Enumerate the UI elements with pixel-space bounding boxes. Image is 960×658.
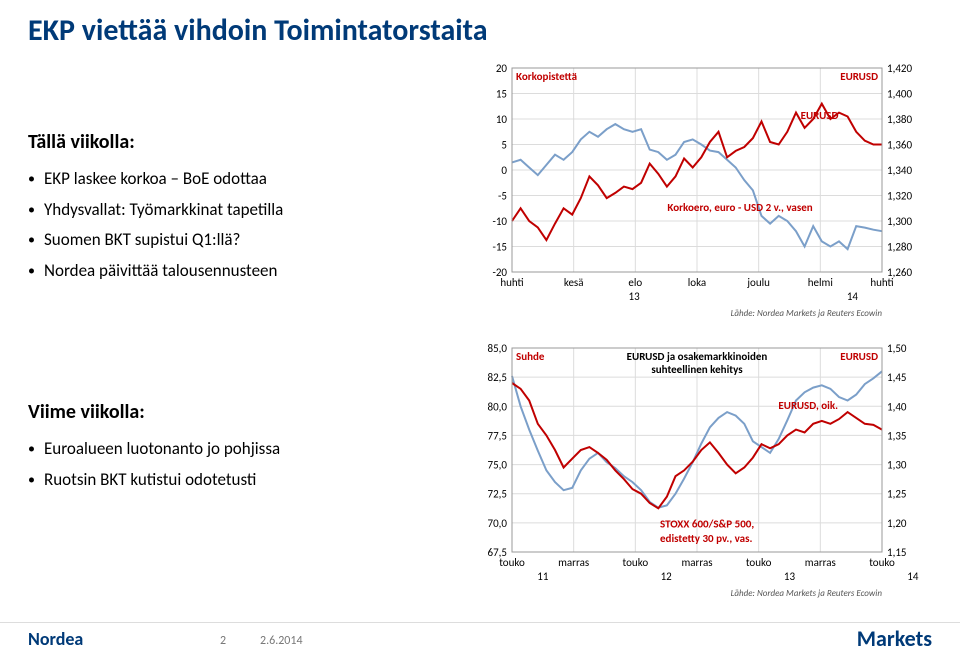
svg-text:Korkopistettä: Korkopistettä xyxy=(516,70,577,83)
svg-text:edistetty 30 pv., vas.: edistetty 30 pv., vas. xyxy=(660,532,752,545)
list-item: Euroalueen luotonanto jo pohjissa xyxy=(28,434,428,465)
footer-date: 2.6.2014 xyxy=(260,634,303,648)
section-this-week: Tällä viikolla: EKP laskee korkoa – BoE … xyxy=(28,130,428,286)
svg-text:77,5: 77,5 xyxy=(488,429,507,442)
svg-text:huhti: huhti xyxy=(500,276,523,289)
svg-text:loka: loka xyxy=(688,276,706,289)
svg-text:15: 15 xyxy=(496,88,507,101)
svg-text:1,45: 1,45 xyxy=(887,371,906,384)
svg-text:5: 5 xyxy=(501,139,507,152)
svg-text:0: 0 xyxy=(501,164,507,177)
section1-list: EKP laskee korkoa – BoE odottaa Yhdysval… xyxy=(28,164,428,286)
svg-text:-10: -10 xyxy=(492,215,507,228)
svg-text:EURUSD ja osakemarkkinoiden: EURUSD ja osakemarkkinoiden xyxy=(627,350,768,363)
nordea-logo: Nordea xyxy=(28,628,83,650)
chart-rates-eurusd: -201,260-151,280-101,300-51,32001,34051,… xyxy=(470,60,930,320)
svg-text:82,5: 82,5 xyxy=(488,371,507,384)
svg-text:1,40: 1,40 xyxy=(887,400,907,413)
svg-text:1,20: 1,20 xyxy=(887,517,907,530)
svg-text:joulu: joulu xyxy=(746,276,770,289)
svg-text:20: 20 xyxy=(496,62,508,75)
svg-text:72,5: 72,5 xyxy=(488,488,507,501)
svg-text:helmi: helmi xyxy=(808,276,833,289)
svg-text:1,400: 1,400 xyxy=(887,88,912,101)
list-item: EKP laskee korkoa – BoE odottaa xyxy=(28,164,428,195)
svg-text:Korkoero, euro - USD 2 v., vas: Korkoero, euro - USD 2 v., vasen xyxy=(667,201,812,214)
svg-text:touko: touko xyxy=(623,556,649,569)
svg-text:13: 13 xyxy=(784,570,796,583)
list-item: Yhdysvallat: Työmarkkinat tapetilla xyxy=(28,195,428,226)
svg-text:12: 12 xyxy=(661,570,673,583)
svg-text:10: 10 xyxy=(496,113,508,126)
svg-text:EURUSD: EURUSD xyxy=(801,109,839,122)
list-item: Suomen BKT supistui Q1:llä? xyxy=(28,225,428,256)
svg-text:huhti: huhti xyxy=(870,276,893,289)
svg-text:kesä: kesä xyxy=(564,276,584,289)
svg-text:-15: -15 xyxy=(492,241,507,254)
chart-ratio-eurusd: 67,51,1570,01,2072,51,2575,01,3077,51,35… xyxy=(470,340,930,600)
svg-text:elo: elo xyxy=(628,276,642,289)
svg-text:1,35: 1,35 xyxy=(887,429,906,442)
svg-text:80,0: 80,0 xyxy=(488,400,508,413)
list-item: Nordea päivittää talousennusteen xyxy=(28,256,428,287)
svg-text:1,360: 1,360 xyxy=(887,139,912,152)
svg-text:75,0: 75,0 xyxy=(488,459,508,472)
svg-text:1,25: 1,25 xyxy=(887,488,906,501)
svg-text:suhteellinen kehitys: suhteellinen kehitys xyxy=(651,363,743,376)
page-title: EKP viettää vihdoin Toimintatorstaita xyxy=(28,12,488,49)
svg-text:70,0: 70,0 xyxy=(488,517,508,530)
svg-text:1,280: 1,280 xyxy=(887,241,912,254)
svg-text:1,50: 1,50 xyxy=(887,342,907,355)
section-last-week: Viime viikolla: Euroalueen luotonanto jo… xyxy=(28,400,428,495)
svg-text:marras: marras xyxy=(681,556,712,569)
svg-text:touko: touko xyxy=(499,556,525,569)
svg-text:1,420: 1,420 xyxy=(887,62,912,75)
svg-text:1,300: 1,300 xyxy=(887,215,912,228)
svg-text:EURUSD: EURUSD xyxy=(840,70,878,83)
section2-heading: Viime viikolla: xyxy=(28,400,428,424)
svg-text:Lähde: Nordea Markets ja Reute: Lähde: Nordea Markets ja Reuters Ecowin xyxy=(731,308,883,319)
section2-list: Euroalueen luotonanto jo pohjissa Ruotsi… xyxy=(28,434,428,495)
svg-text:touko: touko xyxy=(869,556,895,569)
svg-text:EURUSD: EURUSD xyxy=(840,350,878,363)
markets-logo: Markets xyxy=(857,625,932,652)
svg-text:1,380: 1,380 xyxy=(887,113,912,126)
svg-text:EURUSD, oik.: EURUSD, oik. xyxy=(778,399,838,412)
page-number: 2 xyxy=(220,634,226,648)
footer: Nordea 2 2.6.2014 Markets xyxy=(0,622,960,658)
svg-text:1,30: 1,30 xyxy=(887,459,907,472)
svg-text:14: 14 xyxy=(907,570,919,583)
svg-text:touko: touko xyxy=(746,556,772,569)
svg-text:-5: -5 xyxy=(498,190,507,203)
svg-text:11: 11 xyxy=(537,570,549,583)
svg-text:14: 14 xyxy=(847,290,859,303)
svg-text:13: 13 xyxy=(629,290,641,303)
svg-text:STOXX 600/S&P 500,: STOXX 600/S&P 500, xyxy=(660,518,754,531)
svg-text:85,0: 85,0 xyxy=(488,342,508,355)
section1-heading: Tällä viikolla: xyxy=(28,130,428,154)
list-item: Ruotsin BKT kutistui odotetusti xyxy=(28,465,428,496)
svg-text:Suhde: Suhde xyxy=(516,350,545,363)
svg-text:Lähde: Nordea Markets ja Reute: Lähde: Nordea Markets ja Reuters Ecowin xyxy=(731,588,883,599)
svg-text:1,340: 1,340 xyxy=(887,164,912,177)
svg-text:marras: marras xyxy=(558,556,589,569)
svg-text:marras: marras xyxy=(805,556,836,569)
svg-text:1,320: 1,320 xyxy=(887,190,912,203)
